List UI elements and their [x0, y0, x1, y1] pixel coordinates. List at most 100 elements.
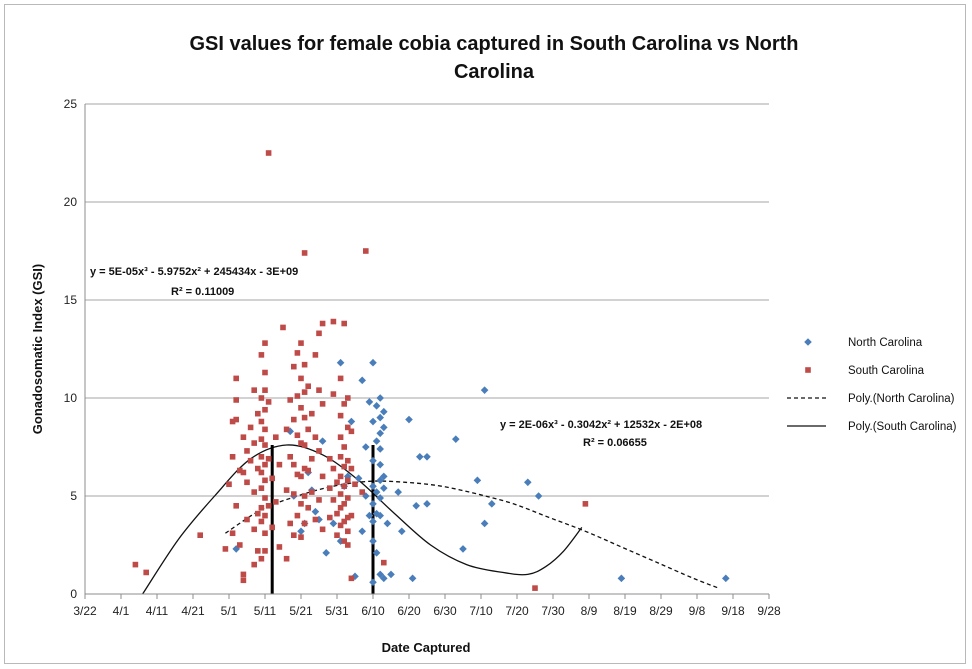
x-tick-label: 6/20: [397, 604, 421, 618]
south-carolina-point: [305, 426, 311, 433]
south-carolina-point: [226, 481, 232, 488]
y-tick-label: 25: [64, 97, 78, 111]
gridlines: [84, 103, 770, 599]
x-tick-labels: 3/22 4/1 4/11 4/21 5/1 5/11 5/21 5/31 6/10 6/20 6/…: [73, 604, 781, 618]
south-carolina-point: [327, 514, 333, 521]
south-carolina-point: [305, 504, 311, 511]
legend-north-carolina-marker: [804, 338, 812, 346]
x-tick-label: 4/21: [181, 604, 205, 618]
north-carolina-point: [480, 519, 489, 528]
south-carolina-point: [532, 585, 538, 591]
south-carolina-point: [255, 465, 261, 472]
south-carolina-point: [319, 401, 326, 407]
south-carolina-point: [305, 383, 311, 390]
south-carolina-point: [345, 395, 351, 401]
south-carolina-point: [258, 418, 265, 425]
south-carolina-point: [301, 520, 308, 527]
north-carolina-point: [376, 511, 384, 520]
north-carolina-point: [380, 423, 388, 432]
south-carolina-point: [237, 467, 243, 474]
x-tick-label: 8/9: [581, 604, 598, 618]
north-carolina-point: [423, 453, 431, 461]
north-carolina-point: [365, 398, 374, 406]
south-carolina-point: [240, 577, 247, 584]
south-carolina-point: [262, 387, 268, 393]
north-carolina-point: [358, 527, 366, 536]
south-carolina-point: [301, 389, 308, 395]
south-carolina-point: [273, 434, 279, 440]
south-carolina-point: [262, 369, 268, 376]
south-carolina-point: [294, 471, 301, 478]
south-carolina-point: [291, 363, 297, 370]
south-carolina-point: [345, 528, 351, 535]
south-carolina-point: [262, 426, 268, 433]
legend-label: Poly.(South Carolina): [848, 421, 957, 433]
south-carolina-point: [233, 416, 239, 423]
x-tick-label: 9/18: [721, 604, 745, 618]
trendlines: [142, 444, 719, 595]
south-carolina-point: [287, 397, 293, 403]
x-tick-label: 6/30: [433, 604, 457, 618]
south-carolina-point: [143, 569, 149, 576]
south-carolina-point: [301, 361, 308, 368]
data-points: [132, 150, 730, 591]
south-carolina-point: [327, 485, 333, 491]
south-carolina-point: [229, 530, 236, 537]
south-carolina-point: [301, 442, 308, 448]
north-carolina-point: [365, 511, 374, 520]
south-carolina-point: [341, 401, 347, 407]
south-carolina-point: [316, 497, 322, 503]
south-carolina-point: [291, 416, 297, 423]
south-carolina-point: [298, 440, 304, 446]
north-carolina-point: [311, 507, 320, 516]
south-carolina-point: [345, 424, 351, 431]
south-carolina-point: [316, 448, 322, 454]
south-carolina-point: [301, 465, 308, 472]
y-tick-label: 20: [64, 195, 78, 209]
x-tick-label: 9/28: [757, 604, 781, 618]
south-carolina-point: [582, 501, 589, 507]
north-carolina-point: [452, 435, 460, 443]
south-carolina-point: [283, 555, 290, 562]
south-carolina-point: [301, 493, 308, 499]
south-carolina-point: [265, 503, 272, 509]
south-carolina-point: [244, 516, 250, 523]
north-carolina-point: [394, 488, 402, 496]
south-carolina-point: [262, 512, 268, 519]
legend-label: Poly.(North Carolina): [848, 393, 955, 405]
south-carolina-point: [334, 479, 340, 486]
north-carolina-point: [369, 517, 377, 526]
south-carolina-point: [330, 497, 337, 503]
south-carolina-point: [280, 324, 286, 331]
south-carolina-point: [251, 561, 257, 568]
south-carolina-point: [251, 440, 257, 446]
north-carolina-point: [369, 482, 377, 490]
south-carolina-point: [291, 461, 297, 468]
trendline-south-carolina: [142, 444, 583, 595]
south-carolina-point: [262, 442, 268, 448]
south-carolina-point: [294, 432, 301, 439]
south-carolina-point: [237, 542, 243, 548]
south-carolina-point: [262, 530, 268, 537]
south-carolina-point: [345, 477, 351, 484]
chart-canvas: GSI values for female cobia captured in …: [30, 33, 957, 655]
south-carolina-point: [255, 548, 261, 554]
south-carolina-point: [301, 250, 308, 256]
south-carolina-point: [222, 546, 229, 552]
south-carolina-point: [319, 320, 326, 327]
south-carolina-point: [327, 455, 333, 462]
south-carolina-point: [316, 330, 322, 337]
y-tick-label: 10: [64, 391, 78, 405]
north-carolina-point: [336, 358, 345, 367]
south-carolina-point: [341, 463, 347, 470]
south-carolina-point: [359, 489, 365, 495]
trendline-north-carolina: [225, 480, 719, 589]
south-carolina-point: [348, 465, 355, 472]
south-carolina-point: [258, 518, 265, 525]
south-carolina-point: [251, 387, 257, 393]
south-carolina-point: [337, 522, 344, 529]
north-carolina-point: [617, 574, 626, 583]
north-carolina-point: [408, 574, 417, 583]
x-tick-label: 5/31: [325, 604, 349, 618]
north-carolina-point: [369, 500, 377, 508]
